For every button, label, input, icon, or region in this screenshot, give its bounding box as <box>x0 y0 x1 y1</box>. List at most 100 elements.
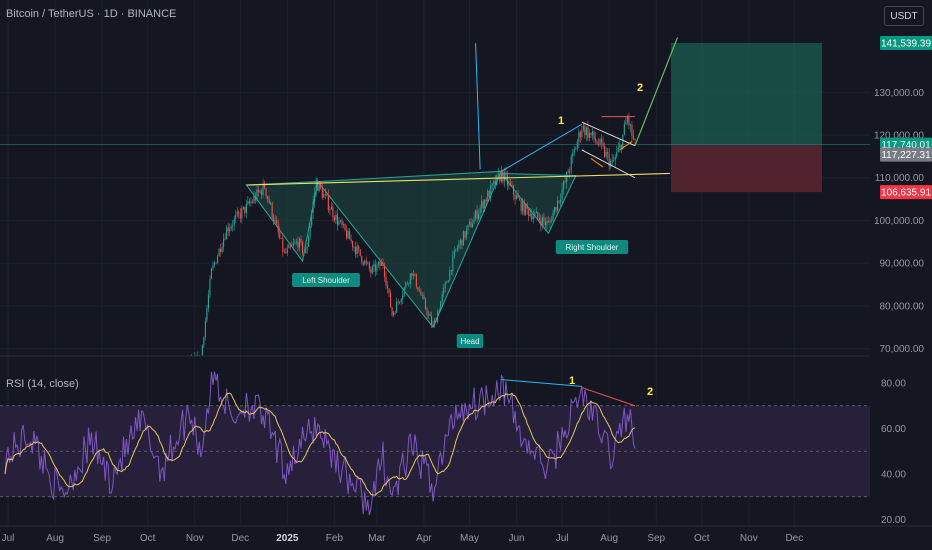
x-tick-label: Dec <box>231 533 249 544</box>
candle-body <box>587 127 589 138</box>
y-tick-label: 110,000.00 <box>875 173 925 184</box>
candle-body <box>204 320 206 337</box>
candle-body <box>611 160 613 162</box>
candle-body <box>502 170 504 182</box>
candle-body <box>481 201 483 208</box>
candle-body <box>546 221 548 225</box>
candle-body <box>385 276 387 286</box>
x-tick-label: Sep <box>93 533 111 544</box>
x-tick-label: May <box>460 533 479 544</box>
candle-body <box>456 248 458 250</box>
candle-body <box>450 270 452 272</box>
candle-body <box>257 189 260 193</box>
candle-body <box>427 314 430 315</box>
candle-body <box>446 282 448 284</box>
candle-body <box>251 201 253 203</box>
candle-body <box>402 294 404 300</box>
candle-body <box>628 117 630 126</box>
candle-body <box>459 239 461 244</box>
candle-body <box>400 299 402 302</box>
candle-body <box>286 248 288 253</box>
candle-body <box>305 251 307 253</box>
candle-body <box>216 256 219 264</box>
x-tick-label: Jul <box>556 533 569 544</box>
candle-body <box>584 125 586 136</box>
candle-body <box>590 132 592 135</box>
x-tick-label: 2025 <box>276 533 299 544</box>
candle-body <box>494 180 496 186</box>
candle-body <box>629 124 631 126</box>
candle-body <box>361 255 363 263</box>
candle-body <box>268 198 270 204</box>
y-tick-label: 130,000.00 <box>874 88 924 99</box>
candle-body <box>245 203 247 214</box>
candle-body <box>203 336 205 346</box>
candle-body <box>585 127 587 136</box>
candle-body <box>323 194 325 198</box>
candle-body <box>479 207 481 214</box>
flag-upper <box>581 121 636 147</box>
candle-body <box>426 308 428 315</box>
x-tick-label: Nov <box>186 533 204 544</box>
candle-body <box>279 232 281 238</box>
candle-body <box>578 132 580 142</box>
candle-body <box>215 262 217 264</box>
candle-body <box>393 312 395 316</box>
candle-body <box>368 263 370 269</box>
measure-line <box>475 43 481 170</box>
candle-body <box>312 201 314 214</box>
candle-body <box>324 194 326 195</box>
candle-body <box>276 220 278 224</box>
candle-body <box>399 301 401 303</box>
candle-body <box>283 251 285 253</box>
candle-body <box>248 201 250 204</box>
candle-body <box>403 287 405 295</box>
y-tick-label: 100,000.00 <box>874 216 924 227</box>
candle-body <box>538 217 540 221</box>
candle-body <box>604 145 606 157</box>
candle-body <box>503 172 505 182</box>
last-price-tag-bg <box>880 147 932 162</box>
candle-body <box>297 241 299 248</box>
candle-body <box>487 191 489 202</box>
wave-label-2: 2 <box>637 82 643 94</box>
candle-body <box>601 138 603 143</box>
candle-body <box>329 209 331 211</box>
candle-body <box>490 185 492 198</box>
candle-body <box>544 221 546 225</box>
rsi-line <box>4 371 636 516</box>
currency-button[interactable]: USDT <box>884 6 924 26</box>
candle-body <box>594 138 597 142</box>
candle-body <box>517 195 519 199</box>
x-tick-label: Dec <box>785 533 803 544</box>
candle-body <box>488 191 490 198</box>
head-label-bg <box>456 334 484 348</box>
candle-body <box>221 247 223 252</box>
candle-body <box>468 221 471 225</box>
candle-body <box>558 200 560 202</box>
candle-body <box>506 175 509 186</box>
candle-body <box>478 213 480 219</box>
candle-body <box>250 201 252 204</box>
rsi-label-1: 1 <box>569 375 575 387</box>
candle-body <box>415 275 417 288</box>
candle-body <box>440 301 442 311</box>
candle-body <box>493 180 495 184</box>
candle-body <box>443 287 445 294</box>
candle-body <box>625 122 627 125</box>
candle-body <box>280 237 282 239</box>
candle-body <box>420 291 422 296</box>
candle-body <box>239 213 241 219</box>
candle-body <box>424 299 427 309</box>
candle-body <box>347 230 349 239</box>
stop-price-tag-bg <box>880 185 932 200</box>
candle-body <box>308 236 310 247</box>
x-tick-label: Sep <box>647 533 665 544</box>
candle-body <box>318 182 320 191</box>
candle-body <box>599 138 601 145</box>
candle-body <box>411 273 413 277</box>
candle-body <box>298 238 301 248</box>
candle-body <box>388 288 390 294</box>
